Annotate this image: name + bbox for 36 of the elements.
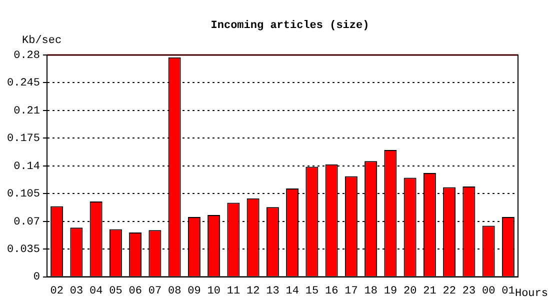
x-tick-label: 00 [482, 285, 496, 298]
x-tick-label: 23 [462, 285, 476, 298]
x-tick-label: 20 [403, 285, 417, 298]
chart-title: Incoming articles (size) [210, 20, 370, 32]
x-tick-label: 14 [286, 285, 300, 298]
y-tick-label: 0.28 [14, 50, 40, 62]
y-tick-label: 0.035 [6, 244, 40, 256]
x-tick-label: 11 [226, 285, 240, 298]
x-tick-label: 06 [128, 285, 142, 298]
x-tick-label: 15 [305, 285, 319, 298]
x-tick-label: 16 [324, 285, 338, 298]
x-tick-label: 05 [109, 285, 122, 298]
x-tick-label: 09 [188, 285, 201, 298]
x-tick-label: 21 [423, 285, 437, 298]
x-tick-label: 10 [207, 285, 220, 298]
x-tick-label: 13 [266, 285, 280, 298]
x-tick-label: 03 [70, 285, 84, 298]
x-tick-label: 17 [344, 285, 358, 298]
x-tick-label: 18 [364, 285, 378, 298]
x-tick-label: 08 [168, 285, 182, 298]
x-tick-label: 19 [384, 285, 398, 298]
y-tick-label: 0.14 [14, 160, 40, 173]
x-tick-label: 07 [148, 285, 162, 298]
y-tick-label: 0.21 [14, 105, 40, 118]
x-tick-label: 22 [442, 285, 456, 298]
x-tick-label: 04 [89, 285, 104, 298]
x-tick-label: 12 [246, 285, 260, 298]
y-tick-label: 0.07 [14, 216, 40, 228]
x-tick-label: 01 [502, 285, 516, 298]
y-axis-title: Kb/sec [22, 34, 62, 47]
y-tick-label: 0 [33, 272, 40, 284]
y-tick-label: 0.105 [6, 188, 40, 201]
x-axis-title: Hours [514, 288, 548, 300]
y-tick-label: 0.245 [6, 78, 40, 90]
y-tick-label: 0.175 [6, 133, 40, 146]
x-tick-label: 02 [50, 285, 64, 298]
